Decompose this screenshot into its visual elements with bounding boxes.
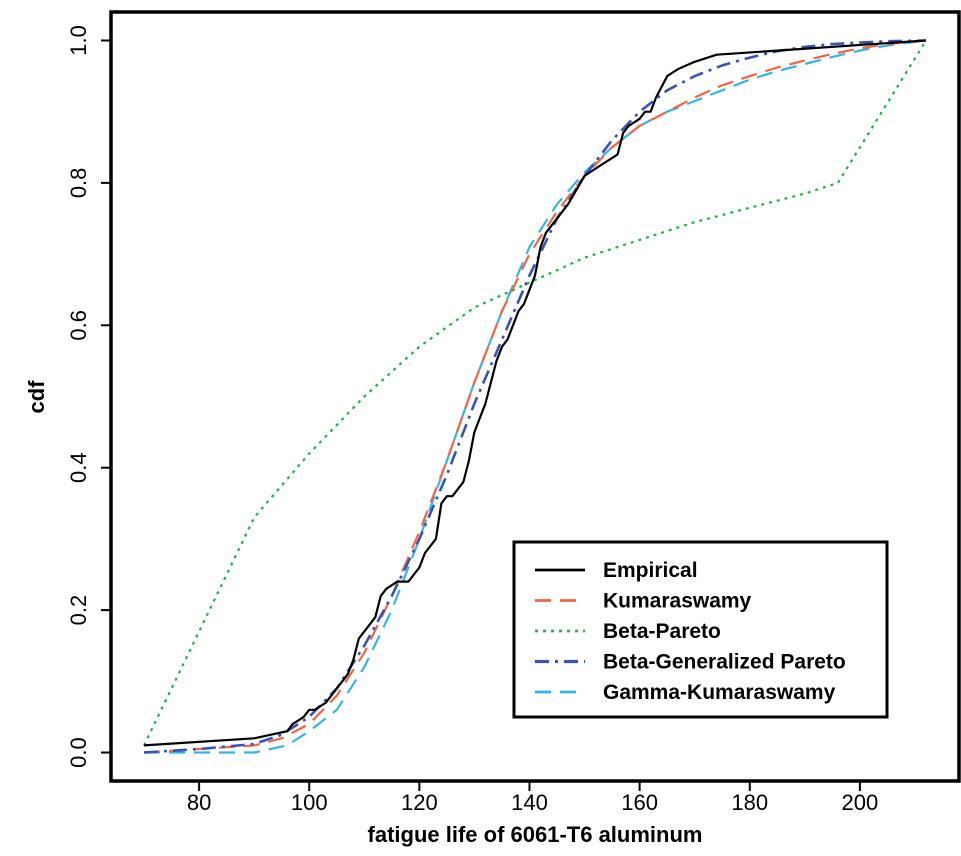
- legend-label-beta-generalized-pareto: Beta-Generalized Pareto: [603, 651, 846, 674]
- legend-label-beta-pareto: Beta-Pareto: [603, 620, 721, 643]
- series-line-beta-pareto: [143, 39, 927, 746]
- x-tick-label: 100: [291, 790, 328, 815]
- legend-label-kumaraswamy: Kumaraswamy: [603, 590, 752, 613]
- series-line-kumaraswamy: [143, 39, 927, 754]
- plot-lines: [143, 39, 927, 754]
- y-tick-label: 0.2: [66, 595, 91, 626]
- x-tick-label: 80: [187, 790, 211, 815]
- y-axis: 0.0 0.2 0.4 0.6 0.8 1.0: [66, 25, 111, 768]
- y-tick-label: 0.6: [66, 310, 91, 341]
- y-tick-label: 0.4: [66, 452, 91, 483]
- y-tick-label: 1.0: [66, 25, 91, 56]
- x-tick-label: 140: [511, 790, 548, 815]
- x-tick-label: 200: [842, 790, 879, 815]
- x-axis-title: fatigue life of 6061-T6 aluminum: [368, 822, 703, 847]
- x-tick-label: 160: [621, 790, 658, 815]
- x-axis: 80 100 120 140 160 180 200: [187, 781, 878, 815]
- x-tick-label: 180: [731, 790, 768, 815]
- y-tick-label: 0.8: [66, 168, 91, 199]
- y-tick-label: 0.0: [66, 737, 91, 768]
- legend-label-empirical: Empirical: [603, 559, 698, 582]
- plot-frame: [109, 10, 961, 783]
- y-axis-title: cdf: [24, 380, 49, 414]
- x-tick-label: 120: [401, 790, 438, 815]
- legend-label-gamma-kumaraswamy: Gamma-Kumaraswamy: [603, 681, 836, 704]
- series-line-gamma-kumaraswamy: [144, 39, 927, 754]
- legend: Empirical Kumaraswamy Beta-Pareto Beta-Gene…: [512, 540, 889, 719]
- series-line-empirical: [143, 39, 927, 747]
